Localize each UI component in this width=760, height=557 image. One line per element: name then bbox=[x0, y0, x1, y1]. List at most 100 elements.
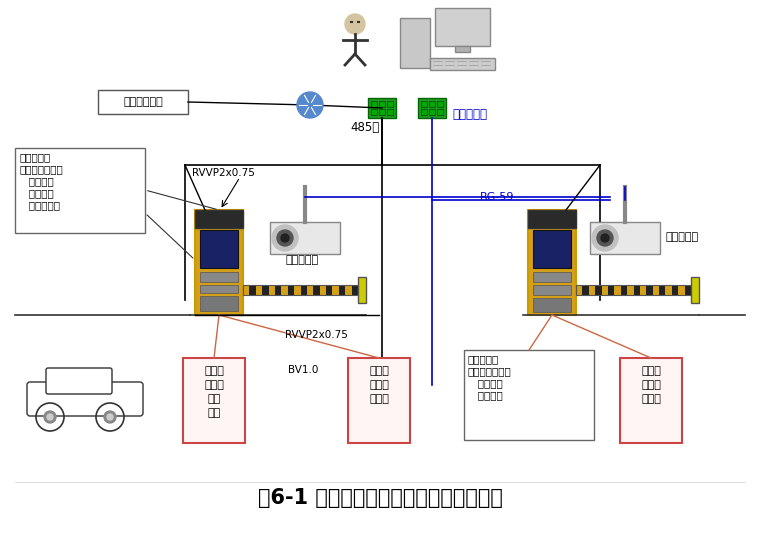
Text: 内部对讲: 内部对讲 bbox=[19, 188, 54, 198]
Bar bbox=[371, 101, 377, 107]
Circle shape bbox=[44, 411, 56, 423]
Text: 圈（防: 圈（防 bbox=[641, 380, 661, 390]
FancyBboxPatch shape bbox=[46, 368, 112, 394]
Bar bbox=[387, 109, 393, 115]
Bar bbox=[429, 109, 435, 115]
Circle shape bbox=[277, 230, 293, 246]
Text: 图6-1 典型的智能停车场管理系统示意图: 图6-1 典型的智能停车场管理系统示意图 bbox=[258, 488, 502, 508]
Bar bbox=[621, 285, 627, 295]
Bar bbox=[339, 285, 345, 295]
Bar bbox=[418, 98, 446, 118]
FancyBboxPatch shape bbox=[27, 382, 143, 416]
Bar bbox=[307, 285, 313, 295]
Bar bbox=[640, 285, 646, 295]
Text: RG-59: RG-59 bbox=[480, 192, 515, 202]
Text: 出口读卡机: 出口读卡机 bbox=[468, 354, 499, 364]
Bar bbox=[576, 285, 691, 295]
Bar bbox=[256, 285, 262, 295]
Bar bbox=[590, 222, 660, 254]
Bar bbox=[533, 230, 571, 268]
Bar bbox=[262, 285, 268, 295]
Bar bbox=[320, 285, 326, 295]
Text: 进口读卡机: 进口读卡机 bbox=[19, 152, 50, 162]
Bar bbox=[634, 285, 640, 295]
Bar bbox=[620, 358, 682, 443]
Circle shape bbox=[47, 414, 53, 420]
Bar bbox=[464, 350, 594, 440]
Bar bbox=[200, 230, 238, 268]
Bar bbox=[243, 285, 249, 295]
Bar bbox=[608, 285, 614, 295]
Bar bbox=[602, 285, 608, 295]
Bar bbox=[379, 101, 385, 107]
Bar bbox=[533, 272, 571, 282]
Circle shape bbox=[345, 14, 365, 34]
Bar bbox=[403, 23, 427, 41]
Bar bbox=[528, 210, 576, 315]
Bar bbox=[200, 272, 238, 282]
Text: 临时卡计费器: 临时卡计费器 bbox=[123, 97, 163, 107]
Bar bbox=[533, 285, 571, 295]
Bar bbox=[666, 285, 672, 295]
Bar bbox=[15, 148, 145, 233]
Text: 碰车）: 碰车） bbox=[369, 394, 389, 404]
Bar bbox=[533, 298, 571, 312]
Bar bbox=[371, 109, 377, 115]
Bar bbox=[528, 210, 576, 228]
Bar bbox=[400, 18, 430, 68]
Circle shape bbox=[107, 414, 113, 420]
Bar bbox=[627, 285, 634, 295]
Bar bbox=[345, 285, 352, 295]
Circle shape bbox=[281, 234, 289, 242]
Bar bbox=[678, 285, 685, 295]
Bar bbox=[421, 101, 427, 107]
Text: 车读: 车读 bbox=[207, 394, 220, 404]
Bar bbox=[437, 101, 443, 107]
Text: 地感线: 地感线 bbox=[369, 366, 389, 376]
Bar bbox=[281, 285, 288, 295]
Bar bbox=[249, 285, 256, 295]
Bar bbox=[326, 285, 332, 295]
Circle shape bbox=[592, 225, 618, 251]
Text: 碰车）: 碰车） bbox=[641, 394, 661, 404]
Circle shape bbox=[104, 411, 116, 423]
Text: 地感线: 地感线 bbox=[204, 366, 224, 376]
Text: BV1.0: BV1.0 bbox=[288, 365, 318, 375]
Bar bbox=[659, 285, 666, 295]
Bar bbox=[294, 285, 300, 295]
Bar bbox=[183, 358, 245, 443]
Bar bbox=[358, 277, 366, 303]
Bar bbox=[614, 285, 621, 295]
Bar bbox=[595, 285, 602, 295]
Text: 卡）: 卡） bbox=[207, 408, 220, 418]
Bar bbox=[313, 285, 320, 295]
Bar bbox=[80, 373, 106, 390]
Text: 语音提示: 语音提示 bbox=[19, 176, 54, 186]
Bar bbox=[275, 285, 281, 295]
Bar bbox=[332, 285, 339, 295]
Text: 含：中文显示屏: 含：中文显示屏 bbox=[468, 366, 511, 376]
Bar bbox=[691, 277, 699, 303]
Bar bbox=[352, 285, 358, 295]
Text: 入口摄像机: 入口摄像机 bbox=[285, 255, 318, 265]
Bar bbox=[98, 90, 188, 114]
Text: 出口摄像机: 出口摄像机 bbox=[665, 232, 698, 242]
Bar bbox=[195, 210, 243, 315]
Bar bbox=[348, 358, 410, 443]
Bar bbox=[646, 285, 653, 295]
Text: 视频捕捉卡: 视频捕捉卡 bbox=[452, 108, 487, 121]
Bar bbox=[300, 285, 307, 295]
Bar bbox=[379, 109, 385, 115]
Bar bbox=[408, 46, 422, 51]
Circle shape bbox=[272, 225, 298, 251]
Bar bbox=[288, 285, 294, 295]
Text: 圈（有: 圈（有 bbox=[204, 380, 224, 390]
Bar bbox=[387, 101, 393, 107]
Bar bbox=[200, 296, 238, 311]
Bar bbox=[195, 210, 243, 228]
Text: 含：中文显示屏: 含：中文显示屏 bbox=[19, 164, 63, 174]
Bar bbox=[435, 8, 490, 46]
Text: RVVP2x0.75: RVVP2x0.75 bbox=[192, 168, 255, 178]
Bar bbox=[243, 285, 358, 295]
Bar bbox=[51, 373, 77, 390]
